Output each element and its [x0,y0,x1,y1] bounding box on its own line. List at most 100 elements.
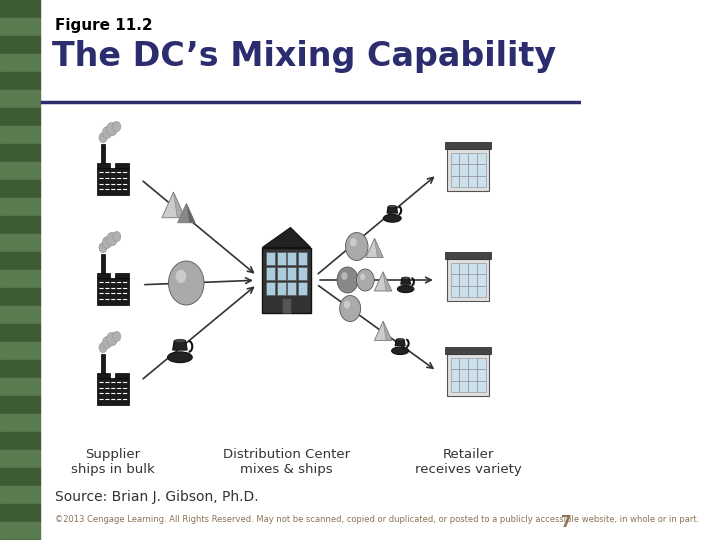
Circle shape [340,295,361,321]
Bar [287,267,296,280]
Bar [451,369,459,381]
Polygon shape [395,340,405,346]
Bar [298,252,307,265]
Circle shape [102,336,112,348]
Ellipse shape [388,205,397,208]
Circle shape [112,232,121,241]
Polygon shape [383,272,392,291]
Bar [114,163,130,168]
Bar [0,18,40,36]
Circle shape [350,238,356,246]
Text: ©2013 Cengage Learning. All Rights Reserved. May not be scanned, copied or dupli: ©2013 Cengage Learning. All Rights Reser… [55,515,699,524]
Circle shape [112,332,121,342]
Bar [477,357,485,369]
Circle shape [99,242,107,253]
Circle shape [168,261,204,305]
Bar [0,234,40,252]
Bar [276,282,286,295]
Text: Supplier
ships in bulk: Supplier ships in bulk [71,448,155,476]
Bar [459,165,468,176]
Bar [469,262,477,274]
Bar [0,468,40,486]
Polygon shape [383,321,392,340]
Bar [459,177,468,187]
Bar [451,153,459,164]
Ellipse shape [402,277,410,279]
Bar [459,153,468,164]
Bar [282,298,292,313]
Bar [262,247,311,313]
Polygon shape [173,341,187,350]
Ellipse shape [397,286,414,293]
Bar [477,165,485,176]
Circle shape [344,301,350,308]
Bar [451,274,459,286]
Text: The DC’s Mixing Capability: The DC’s Mixing Capability [53,40,557,73]
Bar [96,163,109,168]
Bar [469,381,477,393]
Bar [0,144,40,162]
Polygon shape [178,204,195,222]
Bar [101,254,105,273]
Bar [298,267,307,280]
Text: Retailer
receives variety: Retailer receives variety [415,448,521,476]
Bar [266,282,275,295]
Bar [0,162,40,180]
Bar [451,357,459,369]
Bar [96,378,130,406]
Bar [469,153,477,164]
Bar [477,153,485,164]
Bar [266,252,275,265]
Circle shape [99,132,107,143]
Circle shape [102,237,112,248]
Bar [448,259,489,301]
Bar [459,357,468,369]
Bar [469,369,477,381]
Bar [477,262,485,274]
Bar [477,381,485,393]
Bar [0,486,40,504]
Bar [0,450,40,468]
Circle shape [107,232,117,246]
Circle shape [102,126,112,138]
Bar [0,342,40,360]
Bar [114,273,130,278]
Bar [469,177,477,187]
Polygon shape [374,321,392,340]
Bar [287,252,296,265]
Bar [469,286,477,298]
Bar [114,373,130,378]
Bar [0,324,40,342]
Bar [287,282,296,295]
Polygon shape [374,272,392,291]
Circle shape [346,233,368,260]
Bar [0,504,40,522]
Bar [0,72,40,90]
Bar [469,357,477,369]
Circle shape [356,269,374,291]
Bar [451,286,459,298]
Text: Distribution Center
mixes & ships: Distribution Center mixes & ships [223,448,350,476]
Bar [0,252,40,270]
Bar [96,373,109,378]
Bar [469,274,477,286]
Bar [0,54,40,72]
Bar [101,144,105,163]
Bar [0,288,40,306]
Bar [0,36,40,54]
Bar [0,270,40,288]
Bar [477,369,485,381]
Bar [469,165,477,176]
Bar [0,306,40,324]
Circle shape [360,273,365,280]
Ellipse shape [396,339,404,341]
Circle shape [99,342,107,353]
Polygon shape [374,238,383,258]
Bar [459,286,468,298]
Circle shape [107,332,117,346]
Bar [459,262,468,274]
Bar [446,347,491,354]
Polygon shape [387,207,397,213]
Bar [276,267,286,280]
Circle shape [176,270,186,283]
